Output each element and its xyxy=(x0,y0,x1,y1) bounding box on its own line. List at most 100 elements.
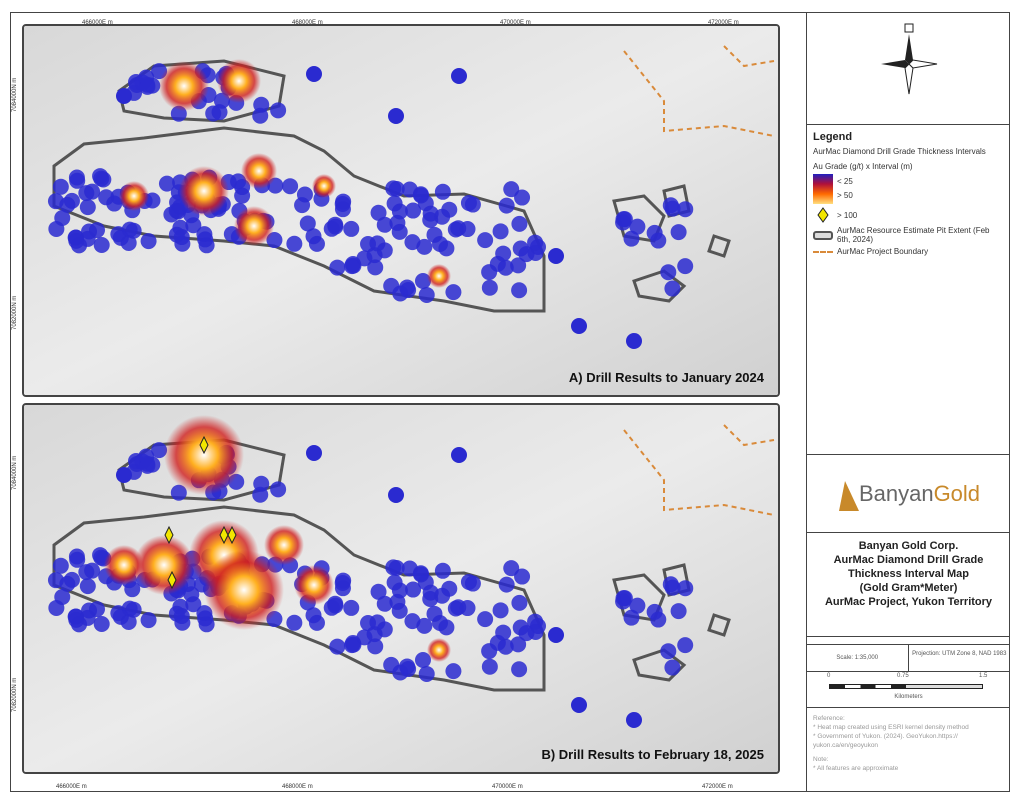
heat-spot xyxy=(104,545,144,585)
drill-hole xyxy=(110,226,127,243)
heat-spot xyxy=(241,153,277,189)
scale-bar-graphic xyxy=(829,684,983,689)
drill-hole xyxy=(629,218,646,235)
drill-hole xyxy=(670,603,687,620)
drill-hole xyxy=(623,609,640,626)
ramp-high-label: > 50 xyxy=(837,191,853,200)
drill-hole xyxy=(329,259,346,276)
drill-hole xyxy=(495,245,512,262)
drill-hole xyxy=(481,279,498,296)
projection-text: Projection: UTM Zone 8, NAD 1983 xyxy=(912,651,1007,657)
drill-hole xyxy=(67,608,84,625)
title-line: AurMac Project, Yukon Territory xyxy=(824,596,993,608)
drill-hole xyxy=(335,572,352,589)
drill-hole xyxy=(92,168,109,185)
reference-item: * Heat map created using ESRI kernel den… xyxy=(813,724,969,731)
heat-spot xyxy=(179,166,229,216)
drill-hole xyxy=(234,187,251,204)
drill-hole xyxy=(422,211,439,228)
drill-hole xyxy=(198,616,215,633)
drill-hole xyxy=(498,576,515,593)
drill-hole xyxy=(511,215,528,232)
drill-hole xyxy=(405,581,422,598)
drill-hole xyxy=(497,259,514,276)
easting-label: 468000E m xyxy=(282,784,313,790)
title-block: Banyan Gold Corp. AurMac Diamond Drill G… xyxy=(807,533,1010,637)
scale-tick: 1.5 xyxy=(979,673,988,679)
heat-spot xyxy=(164,415,244,495)
drill-hole xyxy=(116,467,132,483)
drill-hole xyxy=(376,216,393,233)
pit-outline xyxy=(707,613,731,637)
drill-hole xyxy=(662,576,679,593)
drill-hole xyxy=(389,214,406,231)
drill-hole xyxy=(434,183,451,200)
drill-hole xyxy=(571,697,587,713)
drill-hole xyxy=(660,264,677,281)
north-arrow-icon xyxy=(881,23,938,95)
title-line: AurMac Diamond Drill Grade xyxy=(833,554,984,566)
drill-hole xyxy=(151,442,168,459)
drill-hole xyxy=(388,181,405,198)
drill-hole xyxy=(138,69,155,86)
drill-hole xyxy=(79,230,96,247)
drill-hole xyxy=(450,599,467,616)
drill-hole xyxy=(327,216,344,233)
logo-part2: Gold xyxy=(933,480,981,506)
heat-spot xyxy=(119,181,149,211)
drill-hole xyxy=(79,609,96,626)
drill-hole xyxy=(660,643,677,660)
heat-spot xyxy=(234,206,274,246)
drill-hole xyxy=(369,614,386,631)
drill-hole xyxy=(185,596,202,613)
drill-hole xyxy=(370,204,387,221)
heat-spot xyxy=(427,264,451,288)
map-panel-b[interactable]: B) Drill Results to February 18, 2025 xyxy=(22,403,780,774)
drill-hole xyxy=(418,286,435,303)
ramp-low-label: < 25 xyxy=(837,177,853,186)
legend-heading: Legend xyxy=(813,131,853,143)
drill-hole xyxy=(270,102,287,119)
reference-item: * Government of Yukon. (2024). GeoYukon.… xyxy=(813,733,958,749)
drill-hole xyxy=(63,571,80,588)
drill-hole xyxy=(527,245,544,262)
drill-hole xyxy=(650,232,667,249)
scale-text: Scale: 1:35,000 xyxy=(807,645,909,671)
boundary-label: AurMac Project Boundary xyxy=(837,247,929,256)
diamond-marker-icon xyxy=(817,207,829,223)
logo-part1: Banyan xyxy=(858,480,934,506)
drill-hole xyxy=(52,178,69,195)
map-sidebar: Legend AurMac Diamond Drill Grade Thickn… xyxy=(806,12,1010,792)
drill-hole xyxy=(677,201,694,218)
drill-hole xyxy=(198,237,215,254)
heat-spot xyxy=(312,174,336,198)
drill-hole xyxy=(84,562,101,579)
drill-hole xyxy=(110,605,127,622)
drill-hole xyxy=(445,284,462,301)
scale-bar: 0 0.75 1.5 Kilometers xyxy=(807,672,1010,708)
boundary-swatch xyxy=(813,250,833,253)
drill-hole xyxy=(299,215,316,232)
drill-hole xyxy=(185,217,202,234)
drill-hole xyxy=(343,220,360,237)
drill-hole xyxy=(174,614,191,631)
drill-hole xyxy=(626,333,642,349)
drill-hole xyxy=(670,224,687,241)
drill-hole xyxy=(503,560,520,577)
drill-hole xyxy=(677,637,694,654)
drill-hole xyxy=(306,66,322,82)
drill-hole xyxy=(286,235,303,252)
easting-label: 472000E m xyxy=(708,20,739,26)
drill-hole xyxy=(571,318,587,334)
note-text: * All features are approximate xyxy=(813,765,899,772)
north-arrow-box xyxy=(807,12,1010,125)
drill-hole xyxy=(329,638,346,655)
drill-hole xyxy=(253,96,270,113)
drill-hole xyxy=(441,201,458,218)
map-panel-a[interactable]: A) Drill Results to January 2024 xyxy=(22,24,780,397)
drill-hole xyxy=(345,634,362,651)
drill-hole xyxy=(92,547,109,564)
drill-hole xyxy=(451,68,467,84)
panel-title-b: B) Drill Results to February 18, 2025 xyxy=(541,747,764,762)
pit-swatch xyxy=(813,230,833,240)
